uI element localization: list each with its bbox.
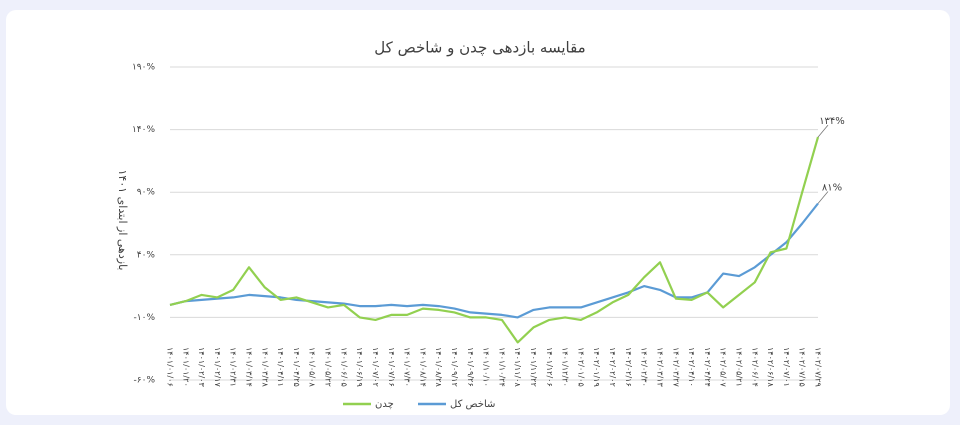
x-tick-label: ۱۴۰۲/۰۳/۱۳ (655, 347, 664, 387)
x-tick-label: ۱۴۰۱/۱۰/۱۰ (482, 347, 491, 387)
chart-title: مقایسه بازدهی چدن و شاخص کل (374, 39, 585, 57)
x-tick-label: ۱۴۰۱/۰۲/۱۷ (213, 347, 222, 387)
x-tick-label: ۱۴۰۱/۱۱/۲۲ (529, 347, 538, 387)
x-tick-label: ۱۴۰۱/۰۴/۱۱ (276, 347, 285, 387)
x-tick-label: ۱۴۰۱/۱۱/۰۸ (513, 347, 522, 387)
legend-label: شاخص کل (450, 399, 495, 410)
x-tick-label: ۱۴۰۱/۰۱/۲۰ (181, 347, 190, 387)
x-tick-label: ۱۴۰۱/۱۲/۰۶ (545, 347, 554, 387)
y-tick-label: ۹۰% (137, 188, 156, 198)
x-tick-label: ۱۴۰۲/۰۵/۲۱ (734, 347, 743, 387)
y-axis-label: بازدهی از ابتدای ۱۴۰۱ (116, 170, 129, 271)
x-tick-label: ۱۴۰۱/۰۳/۱۴ (245, 347, 254, 387)
x-tick-label: ۱۴۰۱/۰۷/۰۲ (371, 347, 380, 387)
legend-label: چدن (375, 399, 394, 410)
x-tick-label: ۱۴۰۱/۰۵/۲۲ (324, 347, 333, 387)
label-leader (817, 191, 829, 204)
y-tick-label: ۱۹۰% (132, 63, 156, 73)
x-tick-label: ۱۴۰۱/۰۴/۲۵ (292, 347, 301, 387)
end-label: ۸۱% (822, 182, 842, 193)
x-tick-label: ۱۴۰۱/۰۳/۲۸ (260, 347, 269, 387)
series-line (169, 202, 819, 319)
x-tick-label: ۱۴۰۲/۰۵/۰۷ (719, 347, 728, 387)
x-tick-label: ۱۴۰۱/۰۸/۱۴ (418, 347, 427, 387)
x-tick-label: ۱۴۰۲/۰۱/۱۹ (592, 347, 601, 387)
label-leader (817, 124, 829, 138)
x-tick-label: ۱۴۰۱/۱۲/۲۰ (561, 347, 570, 387)
x-tick-label: ۱۴۰۲/۰۲/۰۲ (608, 347, 617, 387)
x-tick-label: ۱۴۰۱/۰۹/۲۶ (466, 347, 475, 387)
x-tick-label: ۱۴۰۱/۰۷/۱۶ (387, 347, 396, 387)
x-tick-label: ۱۴۰۲/۰۲/۱۶ (624, 347, 633, 387)
y-tick-label: ۴۰% (137, 250, 156, 260)
end-label: ۱۳۴% (819, 116, 845, 127)
x-tick-label: ۱۴۰۲/۰۴/۱۰ (687, 347, 696, 387)
x-tick-label: ۱۴۰۱/۰۸/۲۸ (434, 347, 443, 387)
x-tick-label: ۱۴۰۲/۰۶/۰۴ (750, 347, 759, 387)
x-tick-label: ۱۴۰۱/۰۱/۰۶ (166, 347, 175, 387)
y-tick-label: -۱۰% (134, 313, 156, 323)
x-tick-label: ۱۴۰۱/۰۶/۰۵ (339, 347, 348, 387)
x-tick-label: ۱۴۰۲/۰۷/۰۱ (782, 347, 791, 387)
x-tick-label: ۱۴۰۱/۱۰/۲۴ (497, 347, 506, 387)
x-tick-label: ۱۴۰۱/۰۷/۳۰ (403, 347, 412, 387)
x-tick-label: ۱۴۰۲/۰۲/۳۰ (640, 347, 649, 387)
x-tick-label: ۱۴۰۲/۰۴/۲۴ (703, 347, 712, 387)
y-tick-label: ۱۴۰% (132, 125, 156, 135)
x-tick-label: ۱۴۰۲/۰۶/۱۸ (766, 347, 775, 387)
series-line (169, 136, 820, 344)
chart-card (6, 10, 950, 415)
x-tick-label: ۱۴۰۱/۰۲/۳۱ (229, 347, 238, 387)
x-tick-label: ۱۴۰۲/۰۱/۰۵ (576, 347, 585, 387)
x-tick-label: ۱۴۰۱/۰۶/۱۹ (355, 347, 364, 387)
x-tick-label: ۱۴۰۱/۰۹/۱۲ (450, 347, 459, 387)
x-tick-label: ۱۴۰۱/۰۵/۰۸ (308, 347, 317, 387)
y-tick-label: -۶۰% (134, 376, 156, 386)
x-tick-label: ۱۴۰۲/۰۳/۲۷ (671, 347, 680, 387)
x-tick-label: ۱۴۰۱/۰۲/۰۳ (197, 347, 206, 387)
x-tick-label: ۱۴۰۲/۰۷/۲۹ (814, 347, 823, 387)
x-tick-label: ۱۴۰۲/۰۷/۱۵ (798, 347, 807, 387)
